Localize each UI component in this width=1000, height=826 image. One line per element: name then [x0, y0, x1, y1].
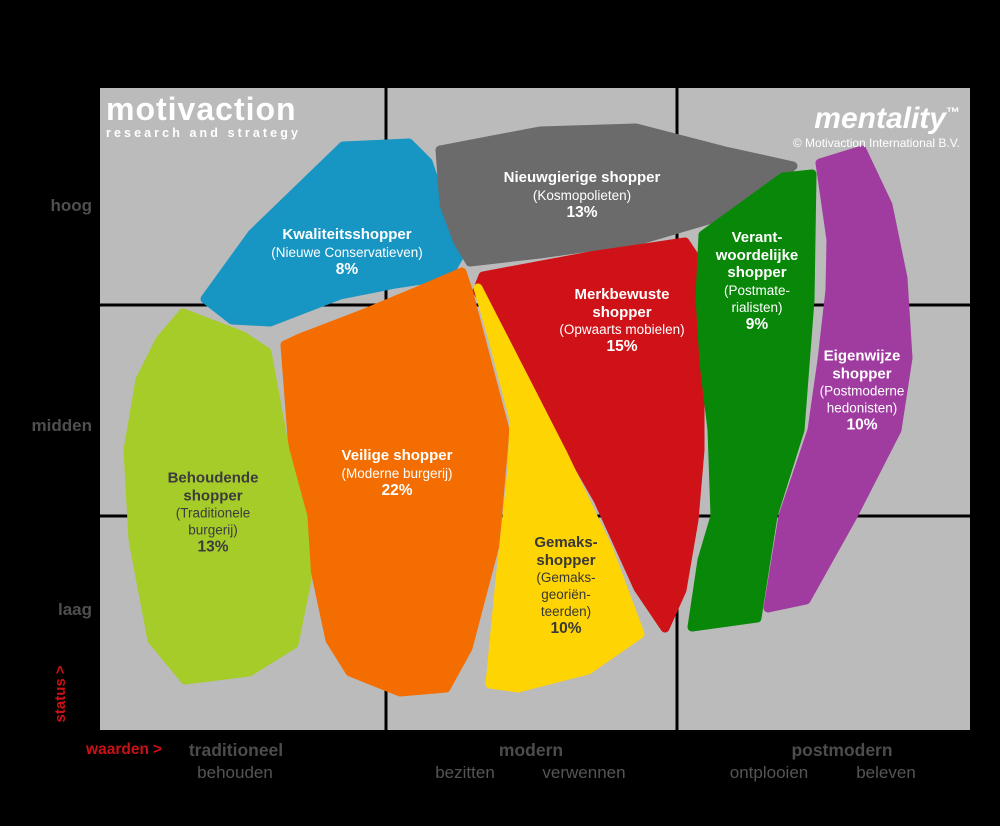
segment-subtitle-line: hedonisten) — [826, 400, 898, 416]
segment-percent: 10% — [846, 416, 878, 434]
segment-label-eigenwijze-shopper: Eigenwijze shopper (Postmoderne hedonisten)… — [820, 348, 905, 435]
motivaction-tagline: research and strategy — [106, 126, 302, 140]
segment-label-nieuwgierige-shopper: Nieuwgierige shopper (Kosmopolieten) 13% — [504, 169, 661, 222]
segment-percent: 13% — [197, 538, 229, 556]
segment-label-behoudende-shopper: Behoudende shopper (Traditionele burgerij) 1… — [168, 470, 259, 557]
segment-percent: 15% — [606, 338, 638, 355]
segment-subtitle-line: (Gemaks- — [536, 570, 596, 585]
segment-name-line: Nieuwgierige shopper — [503, 168, 661, 186]
segment-shape-merkbewuste-shopper — [472, 237, 705, 633]
segment-name-line: shopper — [727, 263, 787, 281]
segment-subtitle-line: (Traditionele — [175, 505, 251, 521]
segment-subtitle-line: burgerij) — [188, 522, 238, 538]
segment-shape-kwaliteitsshopper — [200, 138, 465, 327]
y-tick-laag: laag — [57, 600, 92, 619]
segment-percent: 13% — [566, 203, 598, 221]
mentality-wordmark-text: mentality — [814, 102, 946, 135]
segment-percent: 22% — [381, 481, 413, 499]
segment-subtitle-line: (Kosmopolieten) — [532, 187, 632, 203]
mentality-wordmark: mentality™ — [660, 98, 960, 135]
segment-subtitle-line: (Nieuwe Conservatieven) — [271, 244, 423, 260]
segment-name-line: shopper — [592, 303, 652, 321]
segment-name-line: Eigenwijze — [823, 347, 901, 365]
mentality-copyright: © Motivaction International B.V. — [792, 136, 960, 150]
segment-shape-nieuwgierige-shopper — [435, 123, 798, 267]
trademark-symbol: ™ — [946, 104, 960, 120]
y-axis-label-text: status> — [52, 665, 69, 723]
segment-percent: 9% — [745, 315, 769, 333]
segment-name-line: Kwaliteitsshopper — [282, 225, 412, 243]
segment-name-line: shopper — [536, 551, 596, 569]
segment-label-kwaliteitsshopper: Kwaliteitsshopper (Nieuwe Conservatieven)… — [271, 226, 423, 279]
x-axis-arrow-icon: > — [152, 741, 162, 758]
segment-shapes-layer — [123, 123, 913, 697]
mentality-logo: mentality™ © Motivaction International B… — [660, 98, 960, 151]
segment-shape-gemaks-shopper — [473, 283, 645, 693]
y-tick-hoog: hoog — [50, 196, 92, 215]
segment-subtitle-line: (Postmoderne — [819, 383, 905, 399]
segment-name-line: woordelijke — [715, 246, 799, 264]
segment-shape-eigenwijze-shopper — [763, 145, 913, 613]
segment-subtitle-line: teerden) — [540, 604, 592, 619]
segment-subtitle-line: georiën- — [541, 587, 591, 602]
segment-label-gemaks-shopper: Gemaks-shopper (Gemaks-georiën-teerden) 10… — [534, 534, 597, 638]
segment-percent: 10% — [550, 620, 582, 637]
x-axis-label-text: waarden > — [86, 741, 162, 758]
segment-shape-verantwoordelijke-shopper — [687, 169, 817, 632]
segment-subtitle-line: rialisten) — [731, 299, 783, 315]
segment-subtitle-line: (Moderne burgerij) — [341, 465, 453, 481]
y-tick-midden: midden — [31, 416, 92, 435]
segment-name-line: Behoudende — [167, 469, 259, 487]
segment-name-line: Verant- — [731, 228, 783, 246]
segment-percent: 8% — [335, 260, 359, 278]
segment-shape-behoudende-shopper — [123, 308, 312, 685]
y-axis-arrow-icon: > — [52, 665, 69, 675]
segment-label-verantwoordelijke-shopper: Verant-woordelijke shopper (Postmate-riali… — [716, 229, 799, 334]
segment-label-merkbewuste-shopper: Merkbewuste shopper (Opwaarts mobielen) 15% — [559, 286, 684, 356]
segment-subtitle-line: (Opwaarts mobielen) — [559, 322, 685, 337]
segment-subtitle-line: (Postmate- — [723, 282, 791, 298]
segment-name-line: Gemaks- — [534, 534, 598, 551]
segment-name-line: shopper — [832, 365, 892, 382]
motivaction-wordmark: motivaction — [106, 91, 297, 127]
segment-name-line: Merkbewuste — [574, 286, 670, 303]
segment-shape-veilige-shopper — [280, 267, 510, 697]
segment-name-line: shopper — [183, 487, 243, 504]
segment-label-veilige-shopper: Veilige shopper (Moderne burgerij) 22% — [341, 447, 452, 500]
segment-name-line: Veilige shopper — [341, 446, 453, 464]
motivaction-logo: motivaction research and strategy — [106, 91, 302, 140]
